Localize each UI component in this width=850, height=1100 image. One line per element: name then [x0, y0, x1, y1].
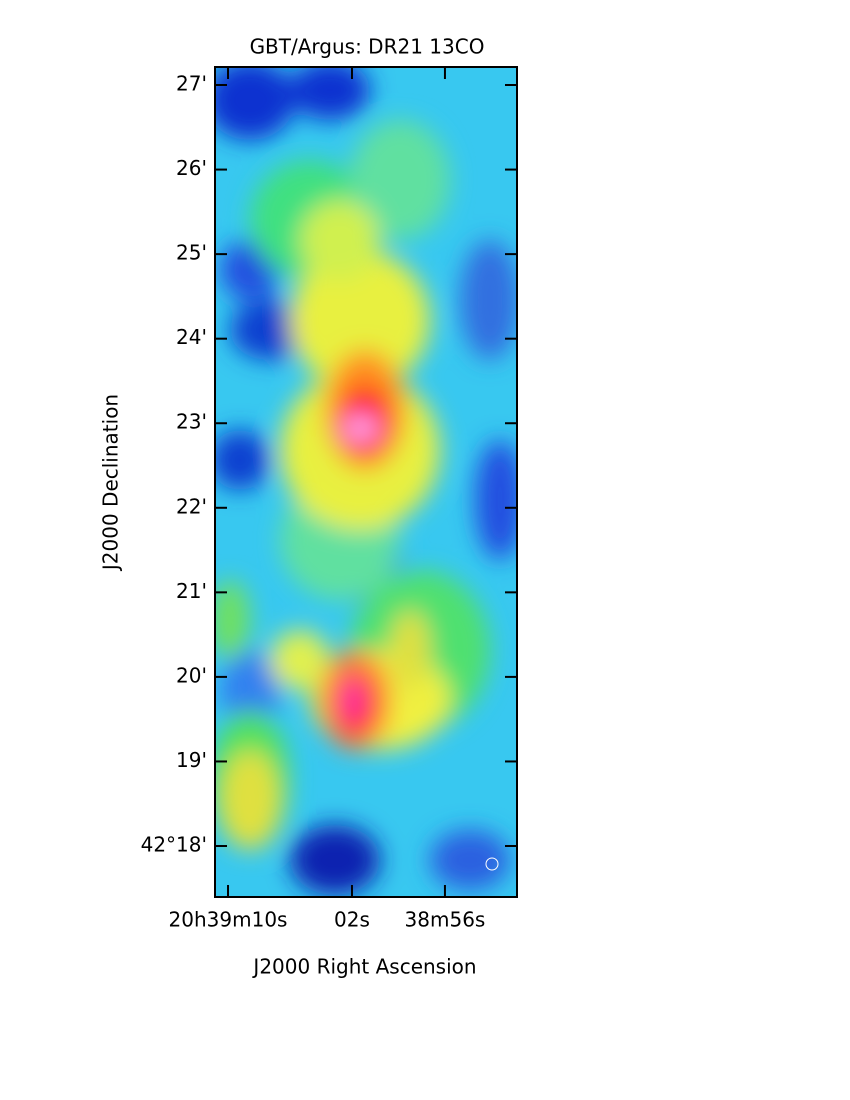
- intensity-map: [215, 67, 517, 897]
- y-tick-label: 42°18': [141, 833, 207, 857]
- emission-blob: [215, 430, 270, 490]
- y-tick-label: 26': [176, 156, 207, 180]
- beam: [485, 857, 499, 871]
- emission-blob: [215, 580, 250, 660]
- y-tick-label: 24': [176, 325, 207, 349]
- emission-blob: [230, 300, 310, 360]
- x-tick-label: 20h39m10s: [169, 908, 288, 932]
- y-tick-label: 19': [176, 748, 207, 772]
- y-axis-label: J2000 Declination: [99, 394, 123, 572]
- emission-blob: [300, 200, 380, 280]
- y-tick-label: 21': [176, 579, 207, 603]
- y-tick-label: 23': [176, 410, 207, 434]
- x-tick-label: 02s: [334, 908, 370, 932]
- x-axis-label: J2000 Right Ascension: [251, 955, 476, 979]
- emission-blob: [342, 678, 362, 722]
- emission-blob: [352, 420, 372, 436]
- emission-blob: [430, 830, 510, 890]
- emission-blob: [350, 120, 450, 240]
- y-tick-label: 22': [176, 494, 207, 518]
- emission-blob: [215, 67, 295, 140]
- emission-blob: [290, 825, 380, 895]
- x-tick-label: 38m56s: [405, 908, 486, 932]
- emission-blob: [220, 750, 280, 850]
- emission-blob: [475, 440, 517, 560]
- chart-title: GBT/Argus: DR21 13CO: [250, 35, 485, 59]
- plot-frame: [214, 66, 518, 898]
- y-tick-label: 27': [176, 72, 207, 96]
- emission-blob: [270, 630, 330, 690]
- y-tick-label: 25': [176, 241, 207, 265]
- emission-blob: [290, 250, 430, 390]
- emission-blob: [390, 610, 430, 690]
- emission-blob: [460, 240, 517, 360]
- emission-blob: [220, 650, 280, 730]
- emission-blob: [290, 67, 370, 120]
- y-tick-label: 20': [176, 663, 207, 687]
